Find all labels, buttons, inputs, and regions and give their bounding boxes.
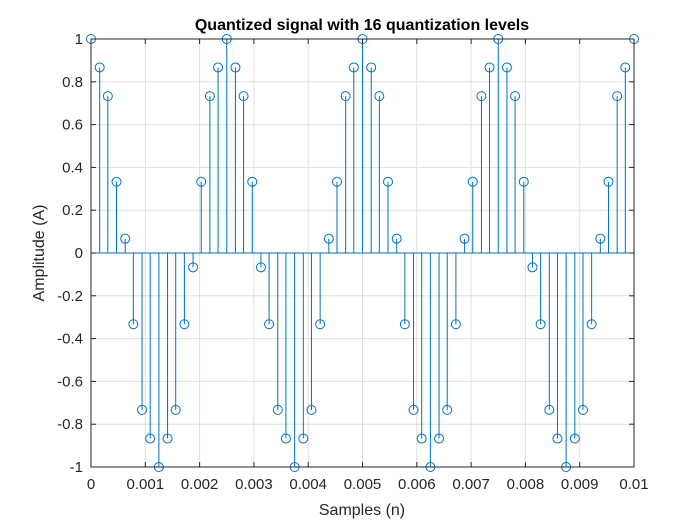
stem-marker <box>467 176 478 187</box>
stem-marker <box>620 62 631 73</box>
stem-marker <box>383 176 394 187</box>
y-tick-label: 0.8 <box>62 74 83 91</box>
y-tick-label: 0.6 <box>62 117 83 134</box>
y-tick-label: 1 <box>75 31 83 48</box>
stem-marker <box>196 176 207 187</box>
stem-marker <box>315 319 326 330</box>
y-tick-label: -1 <box>70 459 83 476</box>
stem-marker <box>255 262 266 273</box>
stem-marker <box>162 433 173 444</box>
stem-marker <box>145 433 156 444</box>
stem-marker <box>544 404 555 415</box>
stem-marker <box>527 262 538 273</box>
stem-marker <box>416 433 427 444</box>
stem-marker <box>137 404 148 415</box>
y-tick-label: 0.4 <box>62 159 83 176</box>
x-tick-label: 0.007 <box>452 476 490 493</box>
x-tick-label: 0.009 <box>561 476 599 493</box>
stem-marker <box>450 319 461 330</box>
stem-marker <box>298 433 309 444</box>
stem-marker <box>323 233 334 244</box>
x-axis-label: Samples (n) <box>319 502 405 519</box>
y-tick-label: 0.2 <box>62 202 83 219</box>
y-tick-label: 0 <box>75 245 83 262</box>
stem-marker <box>213 62 224 73</box>
stem-marker <box>595 233 606 244</box>
stem-marker <box>280 433 291 444</box>
stem-marker <box>476 91 487 102</box>
x-tick-label: 0.002 <box>181 476 219 493</box>
stem-marker <box>247 176 258 187</box>
stem-marker <box>120 233 131 244</box>
y-axis-label: Amplitude (A) <box>31 205 48 302</box>
x-tick-label: 0.006 <box>398 476 436 493</box>
stem-marker <box>552 433 563 444</box>
stem-marker <box>518 176 529 187</box>
stem-marker <box>272 404 283 415</box>
y-tick-label: -0.2 <box>57 288 83 305</box>
stem-marker <box>111 176 122 187</box>
stem-marker <box>230 62 241 73</box>
stem-marker <box>170 404 181 415</box>
stem-marker <box>535 319 546 330</box>
x-tick-label: 0.005 <box>344 476 382 493</box>
stem-marker <box>399 319 410 330</box>
stem-marker <box>612 91 623 102</box>
stem-marker <box>391 233 402 244</box>
stem-marker <box>374 91 385 102</box>
stem-marker <box>434 433 445 444</box>
stem-marker <box>459 233 470 244</box>
stem-marker <box>586 319 597 330</box>
stem-marker <box>484 62 495 73</box>
chart-title: Quantized signal with 16 quantization le… <box>195 17 529 34</box>
stem-marker <box>501 62 512 73</box>
stem-marker <box>408 404 419 415</box>
y-tick-label: -0.6 <box>57 373 83 390</box>
stem-marker <box>348 62 359 73</box>
stem-marker <box>442 404 453 415</box>
stem-marker <box>94 62 105 73</box>
stem-marker <box>238 91 249 102</box>
axes-box <box>90 38 635 468</box>
x-tick-label: 0 <box>87 476 95 493</box>
stem-series <box>86 34 639 472</box>
x-tick-label: 0.003 <box>235 476 273 493</box>
stem-marker <box>128 319 139 330</box>
stem-marker <box>264 319 275 330</box>
stem-marker <box>306 404 317 415</box>
stem-marker <box>569 433 580 444</box>
stem-marker <box>603 176 614 187</box>
x-tick-label: 0.008 <box>507 476 545 493</box>
y-tick-label: -0.4 <box>57 331 83 348</box>
stem-marker <box>188 262 199 273</box>
x-tick-label: 0.01 <box>619 476 648 493</box>
stem-marker <box>510 91 521 102</box>
stem-marker <box>331 176 342 187</box>
tick-labels: 0 0.001 0.002 0.003 0.004 0.005 0.006 0.007 0.00… <box>57 31 648 493</box>
stem-marker <box>340 91 351 102</box>
stem-marker <box>577 404 588 415</box>
stem-marker <box>179 319 190 330</box>
x-tick-label: 0.001 <box>127 476 165 493</box>
stem-marker <box>366 62 377 73</box>
stem-marker <box>102 91 113 102</box>
x-tick-label: 0.004 <box>289 476 327 493</box>
y-tick-label: -0.8 <box>57 416 83 433</box>
stem-marker <box>204 91 215 102</box>
